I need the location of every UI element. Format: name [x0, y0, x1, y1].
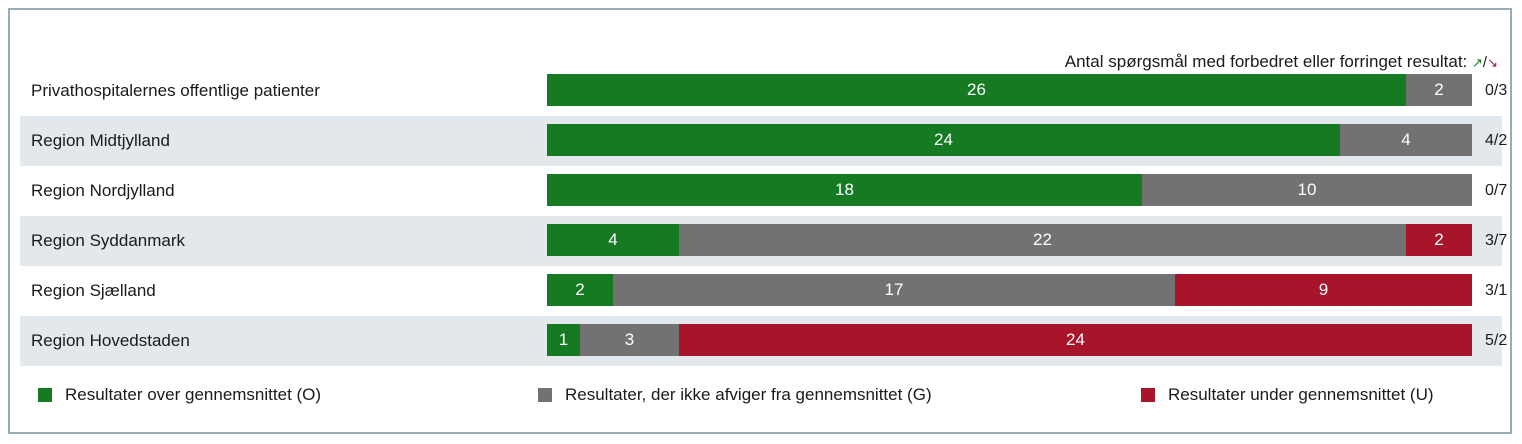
legend-swatch — [38, 388, 52, 402]
change-count-label: 0/3 — [1485, 82, 1508, 99]
segment-average: 17 — [613, 274, 1175, 306]
data-label: 9 — [1318, 280, 1329, 299]
chart-frame: Antal spørgsmål med forbedret eller forr… — [8, 8, 1512, 434]
legend-label: Resultater under gennemsnittet (U) — [1168, 385, 1434, 404]
header-note: Antal spørgsmål med forbedret eller forr… — [1065, 52, 1498, 72]
segment-above-average: 1 — [547, 324, 580, 356]
chart-row: Region Syddanmark 4 22 2 3/7 — [20, 216, 1507, 266]
segment-above-average: 24 — [547, 124, 1340, 156]
chart-row: Region Midtjylland 24 4 4/2 — [20, 116, 1507, 166]
segment-below-average: 9 — [1175, 274, 1472, 306]
data-label: 2 — [1434, 230, 1444, 249]
data-label: 24 — [934, 130, 953, 149]
segment-below-average: 24 — [679, 324, 1472, 356]
legend-label: Resultater over gennemsnittet (O) — [65, 385, 322, 404]
data-label: 4 — [608, 230, 618, 249]
segment-above-average: 18 — [547, 174, 1142, 206]
category-label: Region Hovedstaden — [31, 331, 190, 350]
data-label: 2 — [1434, 80, 1444, 99]
data-label: 24 — [1066, 330, 1085, 349]
legend-swatch — [1141, 388, 1155, 402]
category-label: Region Syddanmark — [31, 231, 186, 250]
arrow-up-icon: ↗ — [1472, 55, 1483, 70]
segment-above-average: 4 — [547, 224, 679, 256]
change-count-label: 3/1 — [1485, 282, 1508, 299]
chart-row: Region Nordjylland 18 10 0/7 — [20, 166, 1507, 216]
data-label: 17 — [884, 280, 904, 299]
chart-row: Region Hovedstaden 1 3 24 5/2 — [20, 316, 1507, 366]
segment-above-average: 26 — [547, 74, 1406, 106]
data-label: 4 — [1401, 130, 1411, 149]
segment-average: 4 — [1340, 124, 1472, 156]
legend: Resultater over gennemsnittet (O) Resulta… — [10, 380, 1514, 410]
change-count-label: 3/7 — [1485, 232, 1508, 249]
change-count-label: 5/2 — [1485, 332, 1508, 349]
legend-item: Resultater, der ikke afviger fra gennems… — [538, 380, 932, 410]
segment-average: 22 — [679, 224, 1406, 256]
legend-label: Resultater, der ikke afviger fra gennems… — [565, 385, 932, 404]
header-note-text: Antal spørgsmål med forbedret eller forr… — [1064, 52, 1468, 71]
category-label: Privathospitalernes offentlige patienter — [31, 81, 320, 100]
legend-item: Resultater over gennemsnittet (O) — [38, 380, 321, 410]
data-label: 10 — [1297, 180, 1317, 199]
segment-below-average: 2 — [1406, 224, 1472, 256]
legend-swatch — [538, 388, 552, 402]
arrow-separator: / — [1482, 54, 1488, 71]
data-label: 26 — [967, 80, 986, 99]
segment-average: 3 — [580, 324, 679, 356]
category-label: Region Nordjylland — [31, 181, 175, 200]
arrow-down-icon: ↘ — [1487, 55, 1498, 70]
segment-above-average: 2 — [547, 274, 613, 306]
data-label: 3 — [624, 330, 635, 349]
data-label: 1 — [558, 330, 569, 349]
data-label: 18 — [835, 180, 854, 199]
change-count-label: 0/7 — [1485, 182, 1508, 199]
segment-average: 2 — [1406, 74, 1472, 106]
segment-average: 10 — [1142, 174, 1472, 206]
chart-row: Region Sjælland 2 17 9 3/1 — [20, 266, 1507, 316]
change-count-label: 4/2 — [1485, 132, 1508, 149]
category-label: Region Sjælland — [31, 281, 156, 300]
data-label: 2 — [575, 280, 585, 299]
category-label: Region Midtjylland — [31, 131, 170, 150]
chart-row: Privathospitalernes offentlige patienter… — [20, 66, 1507, 116]
data-label: 22 — [1033, 230, 1052, 249]
legend-item: Resultater under gennemsnittet (U) — [1141, 380, 1434, 410]
